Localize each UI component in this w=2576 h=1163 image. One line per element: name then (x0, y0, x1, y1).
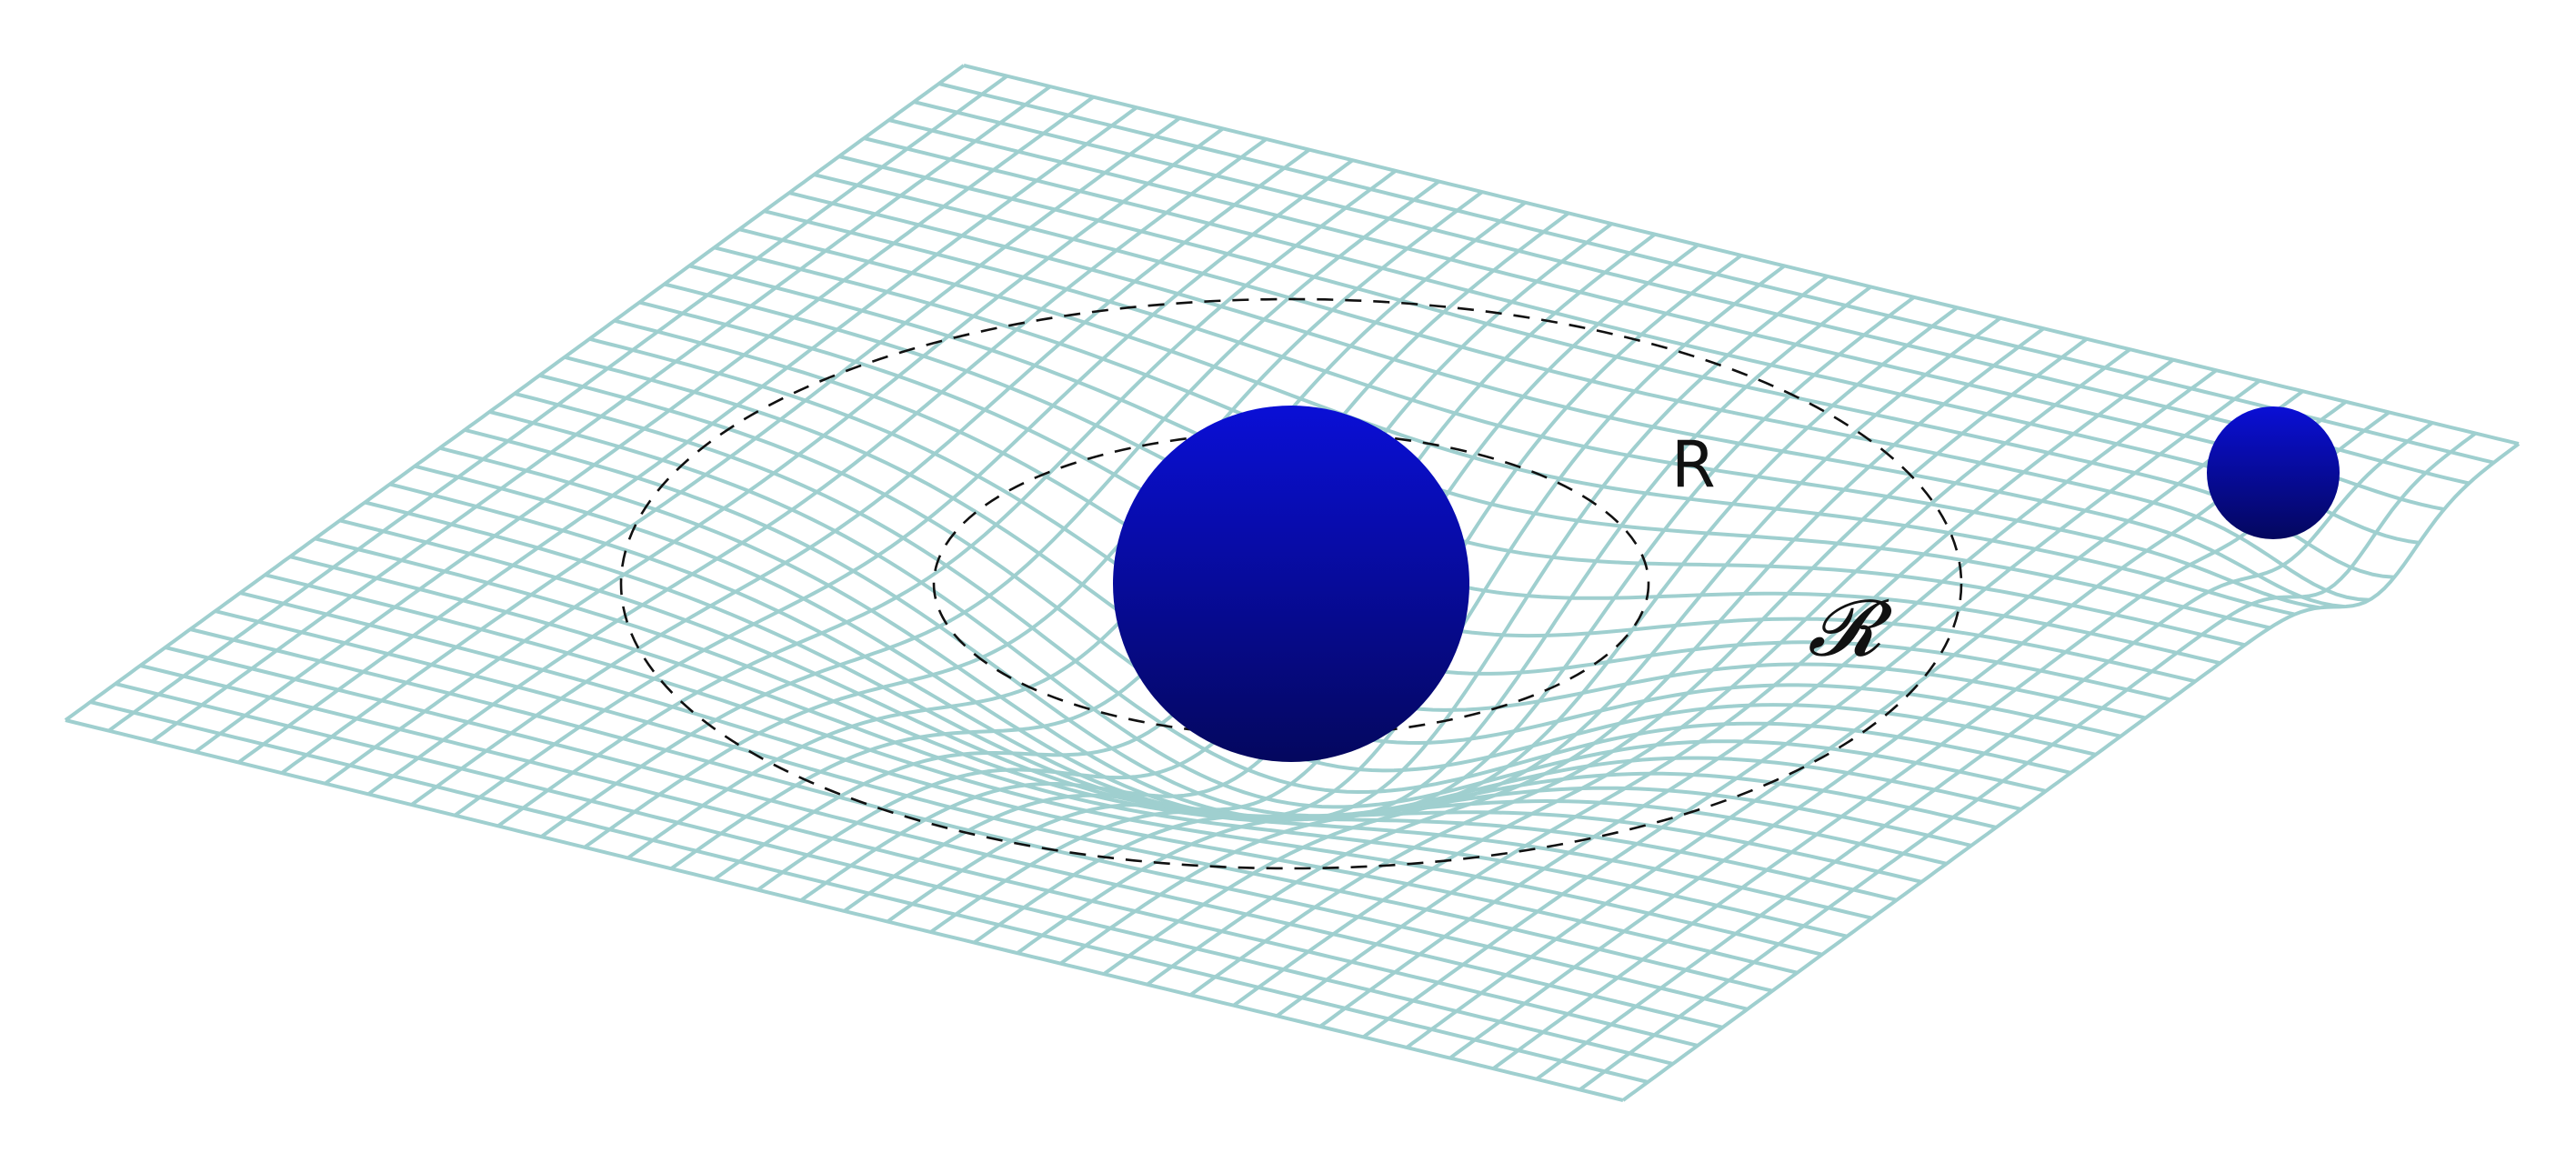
grid-line (454, 158, 1354, 817)
grid-line (1621, 442, 2521, 1102)
grid-line (410, 147, 1311, 807)
grid-line (151, 85, 1052, 743)
grid-line (1102, 316, 2002, 976)
outer-orbit (619, 297, 1963, 870)
grid-line (669, 211, 1570, 870)
grid-line (366, 137, 1268, 797)
grid-line (1059, 306, 1959, 966)
grid-line (1146, 326, 2045, 987)
grid-line (1405, 389, 2304, 1049)
orbiting-body (2207, 406, 2340, 539)
spacetime-grid (64, 64, 2521, 1102)
grid-line (929, 275, 1829, 934)
grid-line (973, 285, 1872, 945)
grid-line (540, 179, 1440, 838)
grid-line (799, 243, 1699, 902)
grid-line (64, 64, 966, 722)
grid-line (1318, 368, 2218, 1028)
outer-radius-label: 𝓡 (1808, 583, 1893, 674)
grid-line (1535, 421, 2434, 1081)
grid-line (496, 169, 1398, 828)
grid-line (1276, 358, 2175, 1018)
grid-line (886, 264, 1786, 924)
grid-line (1232, 347, 2131, 1008)
grid-line (194, 95, 1095, 754)
grid-line (237, 105, 1138, 765)
grid-line (1448, 400, 2348, 1060)
grid-line (1492, 410, 2391, 1070)
grid-line (1016, 296, 1916, 955)
grid-line (324, 126, 1225, 786)
grid-line (713, 222, 1613, 881)
grid-line (280, 116, 1181, 775)
grid-line (107, 74, 1008, 733)
grid-line (1579, 431, 2477, 1092)
inner-radius-label: R (1671, 427, 1716, 502)
grid-line (1189, 337, 2089, 997)
grid-line (843, 254, 1743, 913)
grid-line (1362, 379, 2261, 1039)
grid-line (626, 201, 1527, 860)
grid-line (583, 190, 1484, 849)
central-mass (1113, 406, 1469, 762)
grid-line (757, 233, 1657, 892)
